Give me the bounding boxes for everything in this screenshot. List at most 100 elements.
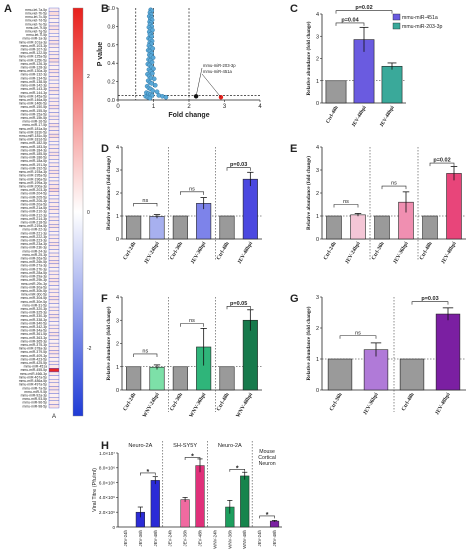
heatmap-row-label: mmu-miR-96-5p (23, 401, 48, 405)
heatmap-cell (48, 22, 60, 27)
heatmap-cell (48, 306, 60, 311)
heatmap-cell (48, 87, 60, 92)
heatmap-cell (48, 25, 60, 30)
heatmap-cell (48, 252, 60, 257)
heatmap-cell (48, 47, 60, 52)
b-y-tick-label: 0.0 (107, 98, 115, 104)
heatmap-row-label: mmu-miR-103-3p (21, 44, 47, 48)
heatmap-row-label: mmu-miR-219a-5p (19, 224, 47, 228)
h-significance-label: * (236, 465, 239, 472)
h-x-tick-label: JEV-48h (153, 529, 158, 546)
heatmap-cell (48, 389, 60, 394)
heatmap-cell (48, 61, 60, 66)
panel-label-a: A (4, 3, 12, 15)
heatmap-row-label: mmu-miR-150-5p (21, 105, 47, 109)
heatmap-cell (48, 216, 60, 221)
h-significance-label: * (191, 453, 194, 460)
heatmap-cell (48, 310, 60, 315)
heatmap-cell (48, 105, 60, 110)
c-significance-label: p=0.02 (355, 5, 372, 11)
heatmap-cell (48, 375, 60, 380)
heatmap-row-label: mmu-miR-181d-5p (19, 138, 47, 142)
b-data-point (149, 81, 155, 86)
heatmap-row-label: mmu-let-7g-5p (25, 30, 47, 34)
h-x-tick-label: JEV-24h (123, 529, 128, 546)
d-bar (219, 215, 235, 240)
heatmap-cell (48, 184, 60, 189)
h-x-tick-label: JEV-48h (272, 529, 277, 546)
panel-label-c: C (290, 3, 298, 15)
b-x-tick-label: 4 (258, 104, 262, 110)
panel-label-h: H (101, 440, 109, 452)
heatmap-row-label: mmu-miR-212-3p (21, 213, 47, 217)
heatmap-row-label: mmu-miR-142-3p (21, 84, 47, 88)
f-x-tick-label: Ctrl-36h (169, 392, 184, 412)
heatmap-cell (48, 173, 60, 178)
heatmap-cell (48, 249, 60, 254)
f-significance-label: ns (189, 318, 195, 324)
heatmap-cell (48, 169, 60, 174)
g-bar (327, 358, 353, 391)
heatmap-cell (48, 180, 60, 185)
h-y-tick-label: 2.0×10⁶ (99, 510, 115, 515)
heatmap-cell (48, 177, 60, 182)
heatmap-cell (48, 231, 60, 236)
f-significance-bracket (226, 306, 251, 310)
heatmap-cell (48, 162, 60, 167)
heatmap-cell (48, 206, 60, 210)
heatmap-cell (48, 274, 60, 279)
heatmap-row-label: mmu-miR-145a-5p (19, 94, 47, 98)
heatmap-row-label: mmu-miR-182-5p (21, 141, 47, 145)
colorbar-tick-label: 0 (87, 210, 90, 216)
h-x-tick-label: WNV-36h (227, 529, 232, 548)
heatmap-cell (48, 371, 60, 376)
heatmap-cell (48, 357, 60, 362)
heatmap-cell (48, 234, 60, 239)
heatmap-row-label: mmu-miR-93-5p (23, 397, 48, 401)
f-significance-bracket (180, 323, 204, 327)
e-bar (350, 214, 366, 240)
f-y-tick-label: 2 (116, 342, 119, 348)
heatmap-cell (48, 397, 60, 401)
heatmap-cell (48, 151, 60, 156)
d-bar (242, 178, 258, 240)
f-significance-label: ns (142, 348, 148, 354)
heatmap-row-label: mmu-miR-27b-3p (21, 267, 47, 271)
d-y-tick-label: 0 (116, 237, 119, 243)
h-x-tick-label: JEV-24h (168, 529, 173, 546)
g-significance-label: ns (355, 330, 361, 336)
heatmap-row-label: mmu-miR-107-3p (21, 48, 47, 52)
heatmap-cell (48, 382, 60, 387)
e-x-tick-label: Ctrl-36h (371, 241, 386, 261)
heatmap-row-label: mmu-miR-210-3p (21, 210, 47, 214)
heatmap-cell (48, 101, 60, 106)
heatmap-row-label: mmu-miR-423-5p (21, 357, 47, 361)
heatmap-cell (48, 260, 60, 265)
heatmap-cell (48, 360, 60, 365)
h-significance-bracket (229, 468, 246, 472)
heatmap-cell (48, 198, 60, 203)
panel-label-f: F (101, 293, 108, 305)
heatmap-row-label: mmu-miR-455-5p (21, 368, 47, 372)
heatmap-row-label: mmu-miR-218-5p (21, 220, 47, 224)
heatmap-row-label: mmu-miR-29c-3p (21, 282, 47, 286)
heatmap-row-label: mmu-miR-16-5p (23, 120, 48, 124)
heatmap-cell (48, 83, 60, 88)
e-bar (326, 215, 342, 240)
g-y-axis-label: Relative abundance (fold change) (305, 306, 312, 380)
heatmap-row-label: mmu-miR-186-5p (21, 156, 47, 160)
heatmap-cell (48, 368, 60, 373)
c-x-tick-label: JEV-48hpi (379, 105, 396, 129)
heatmap-row-label: mmu-miR-378a-3p (19, 347, 47, 351)
c-y-tick-label: 1 (316, 79, 319, 85)
heatmap-cell (48, 245, 60, 250)
heatmap-cell (48, 263, 60, 268)
heatmap-cell (48, 292, 60, 297)
heatmap-cell (48, 191, 60, 196)
heatmap-row-label: mmu-miR-15b-5p (21, 116, 47, 120)
g-significance-bracket (411, 301, 449, 305)
heatmap-row-label: mmu-miR-20a-5p (21, 202, 47, 206)
e-y-axis-label: Relative abundance (fold change) (305, 156, 312, 230)
heatmap-row-label: mmu-miR-338-3p (21, 318, 47, 322)
heatmap-cell (48, 195, 60, 200)
